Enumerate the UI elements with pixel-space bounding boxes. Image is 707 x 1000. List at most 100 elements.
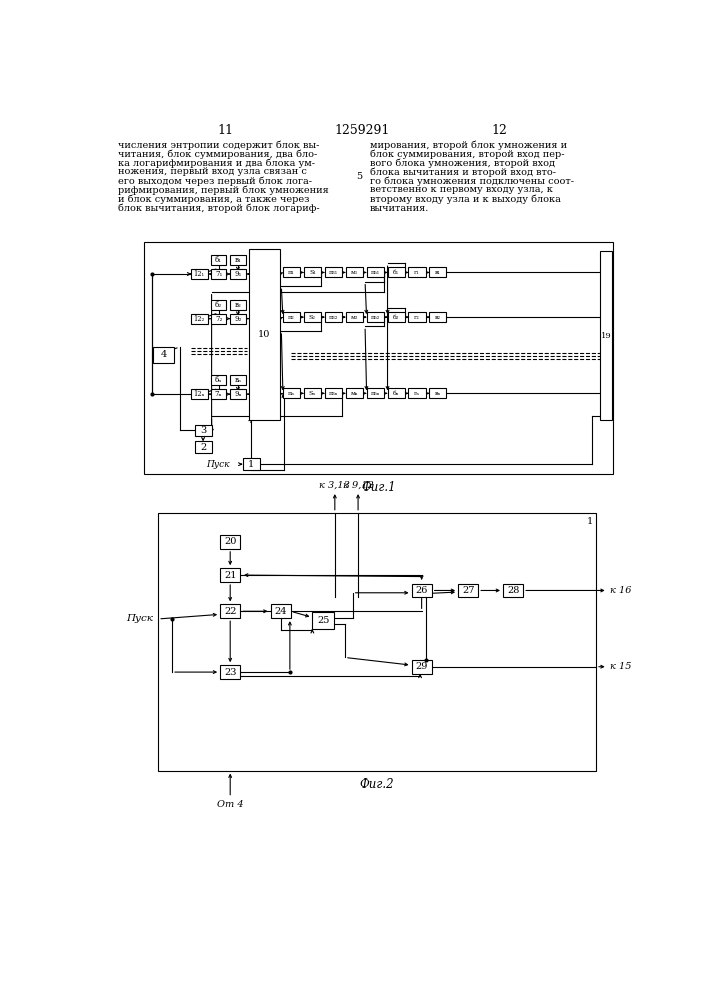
Text: мирования, второй блок умножения и: мирования, второй блок умножения и — [370, 140, 567, 150]
Text: п₅₂: п₅₂ — [370, 315, 380, 320]
Bar — [283, 388, 300, 398]
Text: второму входу узла и к выходу блока: второму входу узла и к выходу блока — [370, 195, 561, 204]
Bar — [346, 312, 363, 322]
Bar — [600, 251, 612, 420]
Bar — [411, 660, 432, 674]
Text: 20: 20 — [224, 537, 236, 546]
Bar — [367, 312, 384, 322]
Bar — [243, 458, 259, 470]
Bar — [230, 269, 246, 279]
Text: 24: 24 — [274, 607, 287, 616]
Text: 1: 1 — [587, 517, 593, 526]
Bar — [387, 312, 404, 322]
Bar — [220, 604, 240, 618]
Text: п₁: п₁ — [288, 270, 295, 275]
Text: 7ₙ: 7ₙ — [215, 390, 222, 398]
Text: блок вычитания, второй блок логариф-: блок вычитания, второй блок логариф- — [118, 204, 320, 213]
Bar — [230, 300, 246, 310]
Text: 12₁: 12₁ — [194, 270, 205, 278]
Text: ножения, первый вход узла связан с: ножения, первый вход узла связан с — [118, 167, 307, 176]
Text: м₁: м₁ — [351, 270, 358, 275]
Text: го блока умножения подключены соот-: го блока умножения подключены соот- — [370, 176, 573, 186]
Text: вₙ: вₙ — [235, 376, 242, 384]
Bar — [220, 535, 240, 549]
Bar — [211, 255, 226, 265]
Text: к 3,13: к 3,13 — [320, 481, 350, 490]
Text: 29: 29 — [416, 662, 428, 671]
Bar — [346, 267, 363, 277]
Bar — [325, 388, 341, 398]
Text: бₙ: бₙ — [215, 376, 222, 384]
Text: ветственно к первому входу узла, к: ветственно к первому входу узла, к — [370, 185, 553, 194]
Bar — [144, 242, 613, 474]
Text: б₂: б₂ — [215, 301, 222, 309]
Bar — [458, 584, 478, 597]
Text: к 15: к 15 — [610, 662, 631, 671]
Text: вого блока умножения, второй вход: вого блока умножения, второй вход — [370, 158, 555, 168]
Text: п₅ₙ: п₅ₙ — [370, 391, 380, 396]
Text: 12: 12 — [491, 124, 507, 137]
Text: 5: 5 — [356, 172, 363, 181]
Bar — [387, 267, 404, 277]
Bar — [211, 314, 226, 324]
Text: Пуск: Пуск — [127, 614, 153, 623]
Text: п₃₁: п₃₁ — [329, 270, 338, 275]
Text: 12ₙ: 12ₙ — [194, 390, 205, 398]
Text: 23: 23 — [224, 668, 236, 677]
Bar — [271, 604, 291, 618]
Text: в₁: в₁ — [435, 270, 441, 275]
Bar — [325, 267, 341, 277]
Text: 12₂: 12₂ — [194, 315, 205, 323]
Bar — [346, 388, 363, 398]
Text: 7₂: 7₂ — [215, 315, 222, 323]
Text: От 4: От 4 — [217, 800, 243, 809]
Bar — [153, 347, 174, 363]
Text: г₁: г₁ — [414, 270, 420, 275]
Bar — [503, 584, 523, 597]
Text: 10: 10 — [258, 330, 271, 339]
Bar — [249, 249, 280, 420]
Text: и блок суммирования, а также через: и блок суммирования, а также через — [118, 195, 310, 204]
Text: б₂: б₂ — [393, 315, 399, 320]
Bar — [191, 314, 208, 324]
Bar — [429, 388, 446, 398]
Text: 25: 25 — [317, 616, 329, 625]
Text: S₁: S₁ — [309, 270, 316, 275]
Text: числения энтропии содержит блок вы-: числения энтропии содержит блок вы- — [118, 140, 319, 150]
Text: 1: 1 — [248, 460, 255, 469]
Text: вₙ: вₙ — [435, 391, 441, 396]
Bar — [304, 312, 321, 322]
Text: 19: 19 — [601, 332, 612, 340]
Text: гₙ: гₙ — [414, 391, 420, 396]
Text: к 9,12: к 9,12 — [343, 481, 373, 490]
Text: п₃ₙ: п₃ₙ — [329, 391, 338, 396]
Bar — [304, 267, 321, 277]
Bar — [283, 312, 300, 322]
Bar — [211, 300, 226, 310]
Bar — [312, 612, 334, 629]
Bar — [409, 312, 426, 322]
Text: в₂: в₂ — [435, 315, 441, 320]
Bar — [211, 389, 226, 399]
Text: б₁: б₁ — [393, 270, 399, 275]
Text: к 16: к 16 — [610, 586, 631, 595]
Text: 11: 11 — [218, 124, 233, 137]
Bar — [220, 568, 240, 582]
Text: 9₁: 9₁ — [234, 270, 242, 278]
Text: г₂: г₂ — [414, 315, 420, 320]
Text: 9ₙ: 9ₙ — [234, 390, 242, 398]
Text: рифмирования, первый блок умножения: рифмирования, первый блок умножения — [118, 185, 329, 195]
Text: в₂: в₂ — [235, 301, 241, 309]
Bar — [220, 665, 240, 679]
Text: 27: 27 — [462, 586, 474, 595]
Bar — [191, 269, 208, 279]
Text: м₂: м₂ — [351, 315, 358, 320]
Text: 9₂: 9₂ — [234, 315, 242, 323]
Bar — [191, 389, 208, 399]
Text: S₂: S₂ — [309, 315, 316, 320]
Text: пₙ: пₙ — [288, 391, 295, 396]
Text: Пуск: Пуск — [206, 460, 230, 469]
Text: Фиг.1: Фиг.1 — [361, 481, 396, 494]
Text: 2: 2 — [200, 443, 206, 452]
Bar — [283, 267, 300, 277]
